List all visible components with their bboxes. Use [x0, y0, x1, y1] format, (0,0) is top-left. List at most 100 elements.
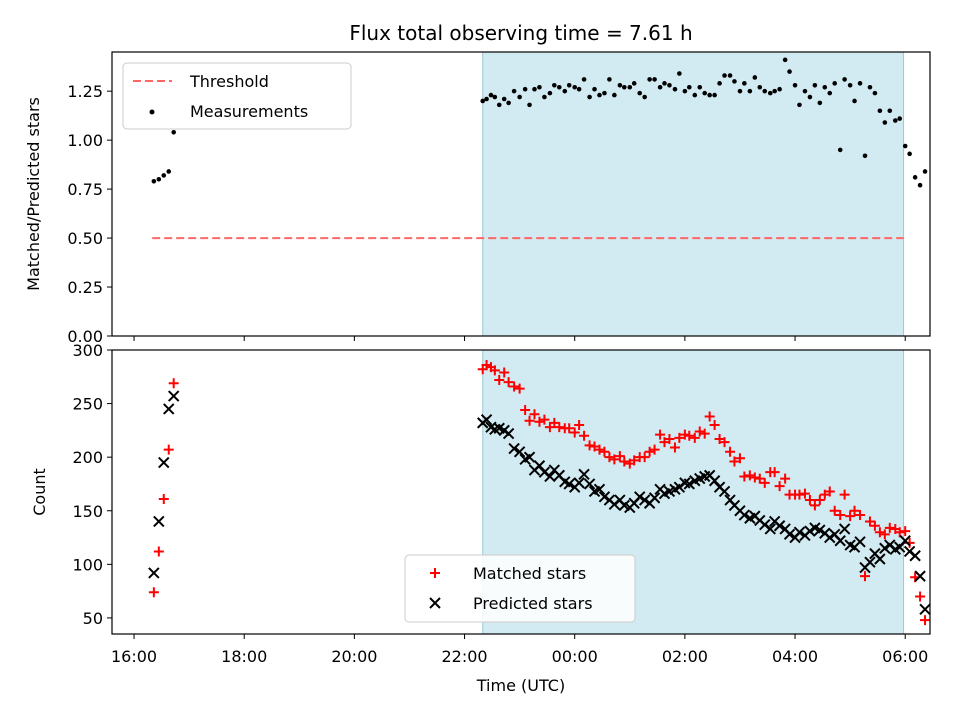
- data-point: [563, 478, 575, 490]
- data-point: [772, 88, 777, 94]
- data-point: [573, 477, 585, 489]
- data-point: [166, 169, 172, 174]
- data-point: [569, 427, 580, 438]
- data-point: [667, 82, 672, 88]
- data-point: [829, 505, 840, 516]
- data-point: [762, 88, 768, 94]
- data-point: [153, 515, 165, 528]
- chart-title: Flux total observing time = 7.61 h: [349, 21, 692, 45]
- plot-frame: [111, 349, 931, 635]
- data-point: [717, 81, 722, 86]
- data-point: [707, 92, 712, 98]
- data-point: [502, 427, 515, 440]
- data-point: [864, 556, 876, 568]
- data-point: [664, 433, 675, 444]
- data-point: [777, 86, 782, 92]
- data-point: [869, 520, 880, 531]
- data-point: [637, 90, 643, 96]
- data-point: [484, 96, 489, 102]
- data-point: [783, 528, 796, 541]
- data-point: [769, 467, 780, 478]
- data-point: [899, 535, 911, 547]
- y-tick-label: 100: [72, 555, 103, 574]
- legend-label: Matched stars: [473, 564, 586, 583]
- data-point: [812, 82, 818, 88]
- data-point: [572, 84, 578, 90]
- data-point: [167, 390, 180, 402]
- data-point: [621, 84, 627, 90]
- data-point: [809, 500, 820, 511]
- x-tick-label: 04:00: [772, 647, 818, 666]
- data-point: [672, 86, 678, 92]
- data-point: [501, 96, 507, 102]
- data-point: [814, 524, 826, 536]
- data-point: [657, 84, 663, 90]
- data-point: [547, 90, 553, 96]
- data-point: [679, 429, 690, 440]
- data-point: [837, 147, 843, 153]
- data-point: [151, 178, 157, 184]
- data-point: [609, 454, 620, 465]
- ratio-panel: 0.00 0.25 0.50 0.75 1.00 1.25 Matched/Predicte…: [24, 51, 931, 346]
- data-point: [780, 473, 791, 484]
- data-point: [508, 442, 520, 455]
- data-point: [742, 81, 747, 86]
- data-point: [506, 100, 511, 106]
- data-point: [642, 94, 647, 100]
- data-point: [511, 88, 517, 94]
- data-point: [764, 523, 776, 535]
- data-point: [648, 492, 661, 504]
- data-point: [649, 444, 660, 455]
- data-point: [584, 440, 595, 451]
- data-point: [647, 77, 652, 82]
- data-point: [877, 108, 883, 114]
- x-tick-label: 22:00: [441, 647, 487, 666]
- data-point: [148, 567, 160, 579]
- data-point: [822, 84, 828, 90]
- y-tick-label: 300: [72, 341, 103, 360]
- data-point: [655, 429, 666, 440]
- data-point: [747, 88, 753, 94]
- data-point: [882, 120, 888, 125]
- data-point: [163, 444, 174, 455]
- data-point: [902, 143, 908, 149]
- legend: Matched stars Predicted stars: [404, 554, 636, 623]
- legend-box: [404, 554, 636, 623]
- data-point: [729, 456, 740, 467]
- data-point: [854, 536, 866, 548]
- data-point: [161, 173, 167, 178]
- data-point: [834, 535, 846, 547]
- data-point: [488, 92, 494, 98]
- legend-label: Measurements: [190, 102, 308, 121]
- data-point: [912, 175, 918, 180]
- data-point: [148, 587, 159, 598]
- y-tick-label: 0.50: [67, 229, 103, 248]
- data-point: [652, 77, 657, 82]
- data-point: [744, 470, 755, 481]
- data-point: [907, 151, 912, 157]
- data-point: [583, 478, 596, 490]
- data-point: [804, 525, 816, 537]
- data-point: [598, 491, 611, 503]
- data-point: [900, 526, 911, 537]
- data-point: [757, 84, 763, 90]
- data-point: [915, 591, 926, 602]
- data-point: [867, 84, 873, 90]
- data-point: [552, 82, 557, 88]
- legend-label: Predicted stars: [473, 594, 593, 613]
- data-point: [593, 483, 606, 496]
- data-point: [496, 102, 502, 108]
- count-panel: 50 100 150 200 250 300 16:00 18:00 20:00 22:00 00:…: [30, 341, 931, 666]
- data-point: [874, 527, 885, 538]
- data-point: [874, 553, 886, 565]
- data-point: [163, 403, 175, 415]
- x-tick-label: 16:00: [111, 647, 157, 666]
- data-point: [719, 437, 730, 448]
- data-point: [612, 92, 617, 98]
- data-point: [709, 420, 720, 431]
- data-point: [556, 84, 562, 90]
- data-point: [524, 415, 535, 426]
- data-point: [619, 456, 630, 467]
- data-point: [722, 73, 727, 78]
